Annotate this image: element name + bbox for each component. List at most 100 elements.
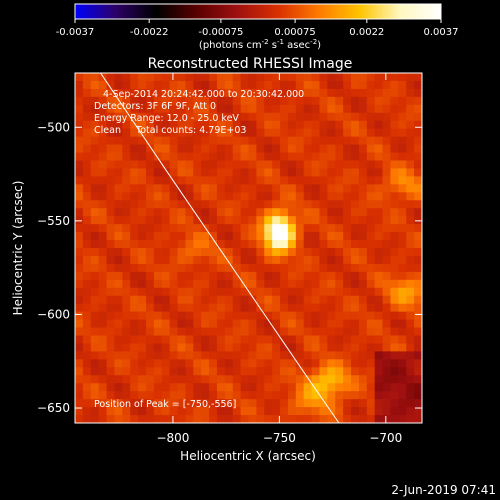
heatmap-cell [185,391,194,400]
heatmap-cell [224,319,234,329]
heatmap-cell [114,248,123,257]
heatmap-cell [114,176,123,185]
heatmap-cell [382,319,392,329]
heatmap-cell [311,216,321,225]
heatmap-cell [216,343,226,352]
heatmap-cell [130,184,139,193]
heatmap-cell [209,375,218,384]
heatmap-cell [216,168,226,177]
heatmap-cell [327,216,336,225]
heatmap-cell [201,327,210,337]
heatmap-cell [295,152,305,162]
heatmap-cell [138,399,147,408]
heatmap-cell [75,200,84,209]
heatmap-cell [335,120,344,130]
heatmap-cell [343,415,352,423]
heatmap-cell [351,232,360,241]
heatmap-cell [382,96,392,106]
y-tick-label: −650 [37,401,70,415]
heatmap-cell [82,343,92,352]
heatmap-cell [240,192,250,201]
heatmap-cell [185,184,194,193]
heatmap-cell [209,287,218,297]
heatmap-cell [414,88,422,98]
heatmap-cell [240,343,250,352]
heatmap-cell [193,128,202,138]
heatmap-cell [153,168,163,177]
heatmap-cell [374,112,384,122]
heatmap-cell [272,88,281,98]
heatmap-cell [398,415,407,423]
heatmap-cell [335,208,344,217]
heatmap-cell [114,295,123,305]
heatmap-cell [311,176,321,185]
heatmap-cell [335,248,344,257]
heatmap-cell [287,279,297,289]
heatmap-cell [398,303,407,313]
heatmap-cell [82,160,92,170]
heatmap-cell [398,343,407,352]
heatmap-cell [406,359,415,368]
heatmap-cell [106,112,116,122]
heatmap-cell [256,399,265,408]
heatmap-cell [343,232,352,241]
heatmap-cell [240,415,250,423]
heatmap-cell [343,168,352,177]
heatmap-cell [138,184,147,193]
heatmap-cell [272,351,281,360]
heatmap-cell [398,287,407,297]
heatmap-cell [366,208,376,217]
heatmap-cell [414,271,422,281]
heatmap-cell [311,303,321,313]
heatmap-cell [358,88,368,98]
heatmap-cell [161,152,171,162]
heatmap-cell [138,263,147,273]
heatmap-cell [303,319,313,329]
heatmap-cell [240,144,250,154]
heatmap-cell [232,152,242,162]
heatmap-cell [256,263,265,273]
heatmap-cell [240,335,250,345]
heatmap-cell [232,240,242,249]
heatmap-cell [153,80,163,90]
heatmap-cell [138,279,147,289]
heatmap-cell [106,168,116,177]
heatmap-cell [240,168,250,177]
heatmap-cell [414,73,422,82]
heatmap-cell [414,96,422,106]
heatmap-cell [335,271,344,281]
heatmap-cell [256,240,265,249]
heatmap-cell [130,359,139,368]
heatmap-cell [272,279,281,289]
heatmap-cell [216,104,226,114]
heatmap-cell [366,351,376,360]
heatmap-cell [216,192,226,201]
heatmap-cell [201,303,210,313]
heatmap-cell [398,216,407,225]
heatmap-cell [169,88,179,98]
heatmap-cell [351,351,360,360]
heatmap-cell [75,136,84,146]
heatmap-cell [303,415,313,423]
heatmap-cell [82,136,92,146]
heatmap-cell [382,208,392,217]
heatmap-cell [366,248,376,257]
x-tick-label: −750 [263,431,296,445]
heatmap-cell [358,208,368,217]
heatmap-cell [82,327,92,337]
heatmap-cell [256,255,265,265]
heatmap-cell [366,73,376,82]
heatmap-cell [343,88,352,98]
heatmap-cell [169,367,179,376]
heatmap-cell [209,224,218,233]
heatmap-cell [185,80,194,90]
heatmap-cell [390,192,399,201]
heatmap-cell [209,279,218,289]
heatmap-cell [335,263,344,273]
heatmap-cell [224,80,234,90]
heatmap-cell [343,136,352,146]
heatmap-cell [169,271,179,281]
heatmap-cell [351,96,360,106]
heatmap-cell [114,399,123,408]
heatmap-cell [390,152,399,162]
